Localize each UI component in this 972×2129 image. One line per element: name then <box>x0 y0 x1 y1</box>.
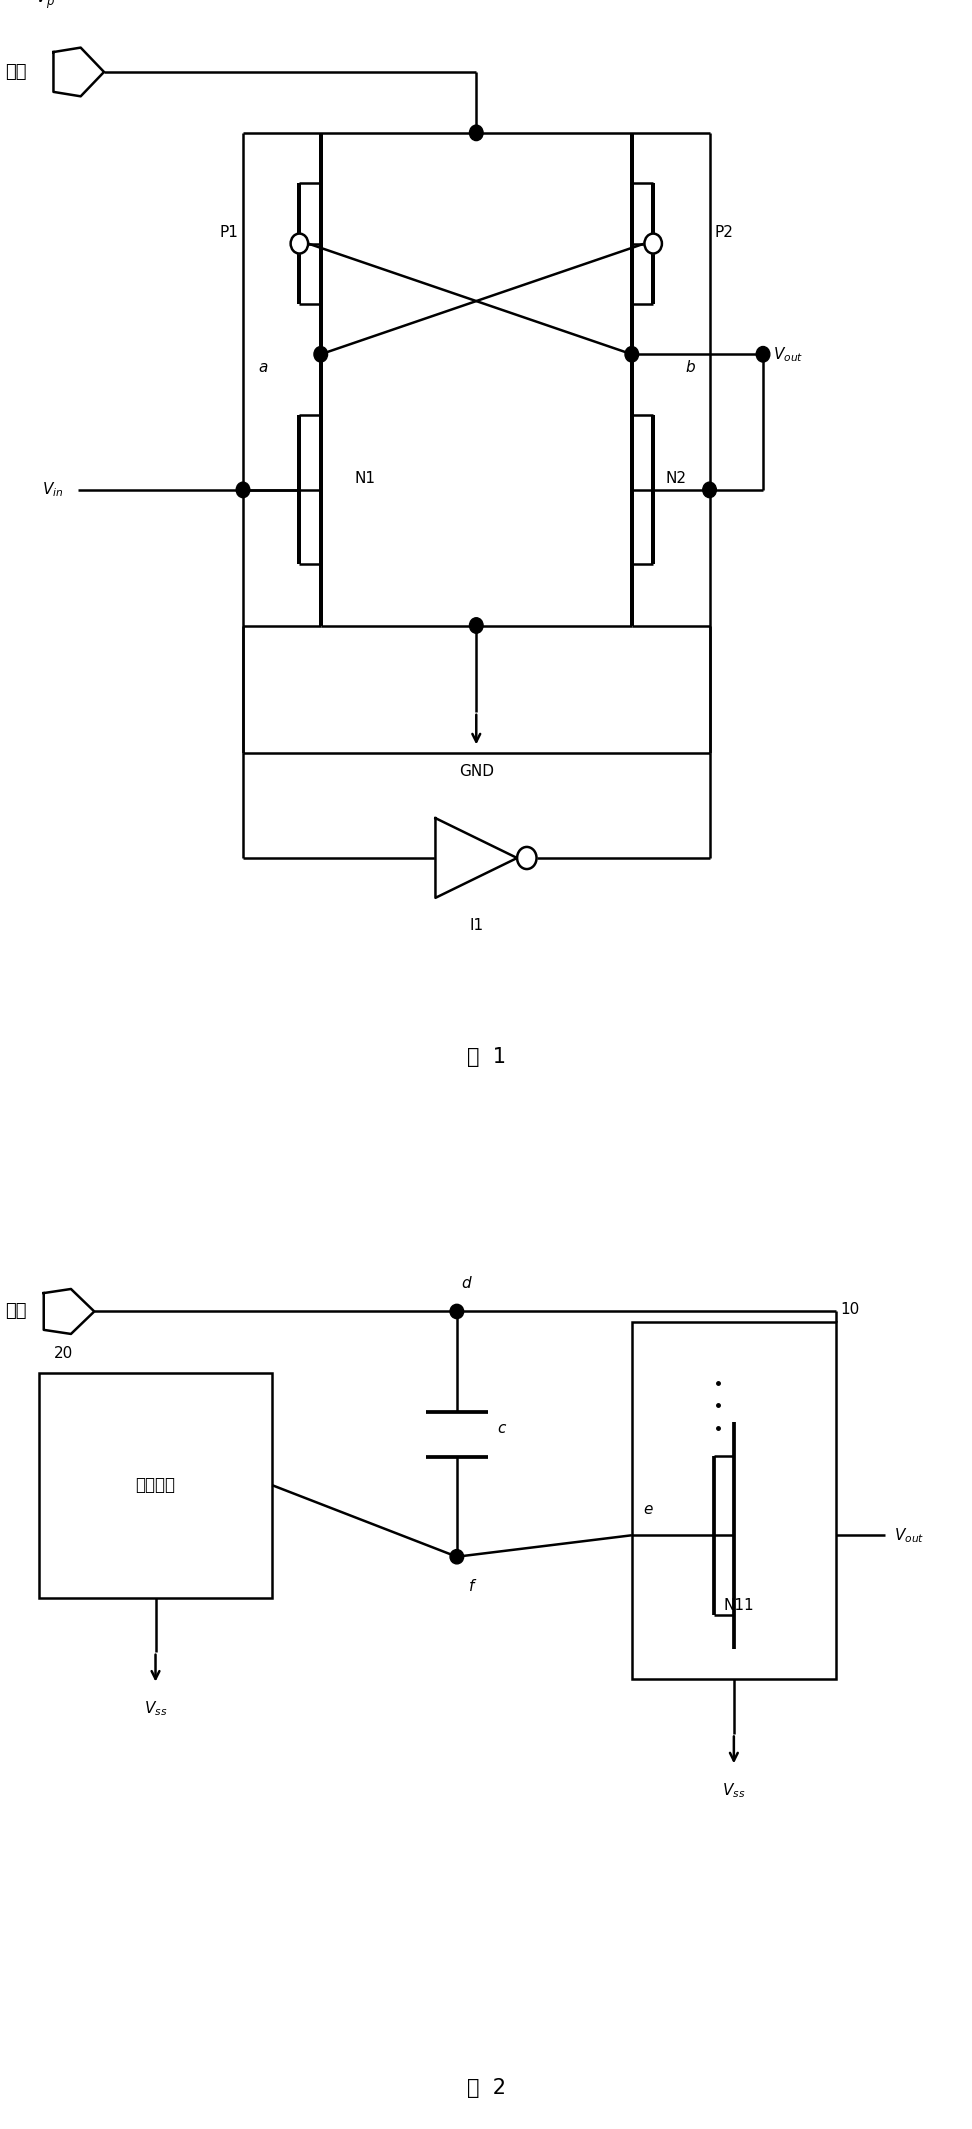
Text: f: f <box>469 1580 474 1595</box>
Text: a: a <box>258 360 267 375</box>
Text: 图  1: 图 1 <box>467 1047 505 1067</box>
Text: 10: 10 <box>841 1301 860 1316</box>
Polygon shape <box>44 1288 94 1335</box>
Circle shape <box>644 234 662 253</box>
Text: 衬垫: 衬垫 <box>5 64 26 81</box>
Bar <box>632 1322 836 1680</box>
Text: d: d <box>462 1275 471 1290</box>
Polygon shape <box>435 818 517 898</box>
Circle shape <box>469 617 483 632</box>
Circle shape <box>756 347 770 362</box>
Circle shape <box>236 481 250 498</box>
Text: 压降电路: 压降电路 <box>135 1475 176 1495</box>
Text: I1: I1 <box>469 918 483 933</box>
Text: N1: N1 <box>355 471 376 485</box>
Text: P2: P2 <box>714 226 733 241</box>
Circle shape <box>291 234 308 253</box>
Text: 衬垫: 衬垫 <box>5 1303 26 1320</box>
Text: e: e <box>643 1501 653 1516</box>
Circle shape <box>703 481 716 498</box>
Text: b: b <box>685 360 695 375</box>
Text: V$_{out}$: V$_{out}$ <box>894 1526 924 1546</box>
Text: P1: P1 <box>220 226 238 241</box>
Text: c: c <box>498 1422 506 1437</box>
Text: V$_{out}$: V$_{out}$ <box>773 345 803 364</box>
Text: V$_{ss}$: V$_{ss}$ <box>722 1782 746 1801</box>
Text: 20: 20 <box>53 1346 73 1360</box>
Circle shape <box>625 347 639 362</box>
Text: GND: GND <box>459 764 494 779</box>
Circle shape <box>450 1550 464 1565</box>
Text: 图  2: 图 2 <box>467 2078 505 2097</box>
Text: N2: N2 <box>666 471 687 485</box>
Circle shape <box>469 126 483 141</box>
Polygon shape <box>53 47 104 96</box>
Text: V$_{in}$: V$_{in}$ <box>42 481 63 498</box>
Circle shape <box>314 347 328 362</box>
Circle shape <box>517 847 537 869</box>
Bar <box>39 1373 272 1597</box>
Text: V$_p$: V$_p$ <box>36 0 55 11</box>
Circle shape <box>450 1305 464 1318</box>
Text: V$_{ss}$: V$_{ss}$ <box>144 1699 167 1718</box>
Text: N11: N11 <box>723 1599 754 1614</box>
